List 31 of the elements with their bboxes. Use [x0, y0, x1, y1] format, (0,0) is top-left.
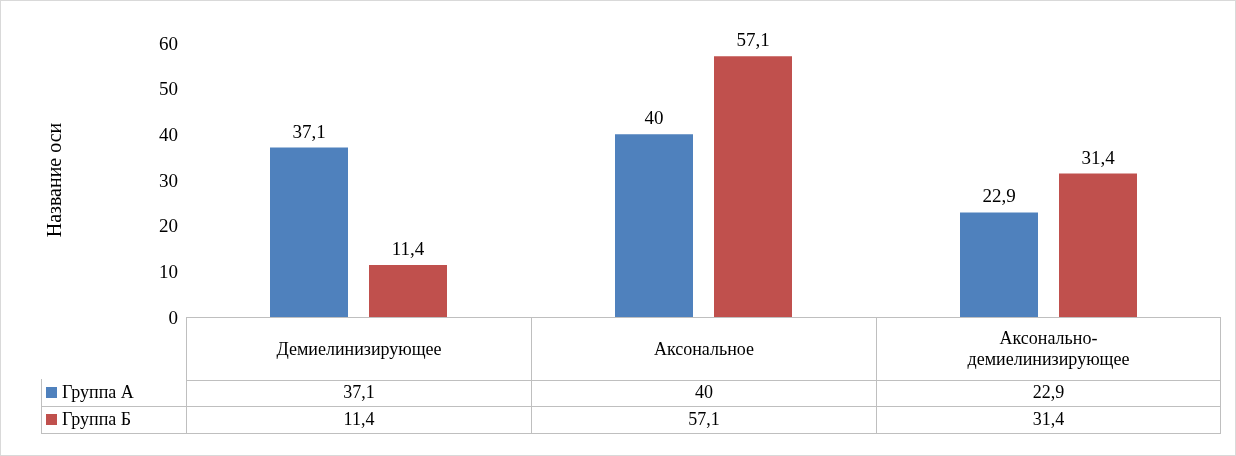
y-tick-label: 0 [168, 306, 178, 328]
data-label: 31,4 [876, 406, 1221, 433]
y-tick-label: 50 [159, 78, 178, 100]
y-tick-label: 20 [159, 215, 178, 237]
bar [960, 212, 1038, 317]
y-tick-label: 10 [159, 261, 178, 283]
y-tick-label: 60 [159, 32, 178, 54]
text: 37,1 [292, 120, 326, 142]
bar [714, 56, 792, 317]
y-axis-title: Название оси [43, 122, 66, 238]
data-label: 37,1 [186, 379, 531, 406]
text: 31,4 [1081, 146, 1115, 168]
text: 57,1 [736, 29, 770, 51]
bar [369, 264, 447, 317]
legend-label: Группа Б [41, 406, 186, 433]
data-label: 11,4 [186, 406, 531, 433]
data-label: 22,9 [876, 379, 1221, 406]
x-tick-label: Аксональное [531, 318, 876, 380]
text: 40 [644, 107, 664, 129]
data-label: 57,1 [531, 406, 876, 433]
legend-label: Группа А [41, 379, 186, 406]
bar [270, 147, 348, 317]
data-label: 40 [531, 379, 876, 406]
bar [615, 134, 693, 317]
text: 11,4 [391, 237, 425, 259]
y-tick-label: 40 [159, 124, 178, 146]
x-tick-label: Демиелинизирующее [186, 318, 531, 380]
bar [1059, 173, 1137, 317]
x-tick-label: Аксонально-демиелинизирующее [876, 318, 1221, 380]
text: 22,9 [982, 185, 1016, 207]
y-tick-label: 30 [159, 169, 178, 191]
